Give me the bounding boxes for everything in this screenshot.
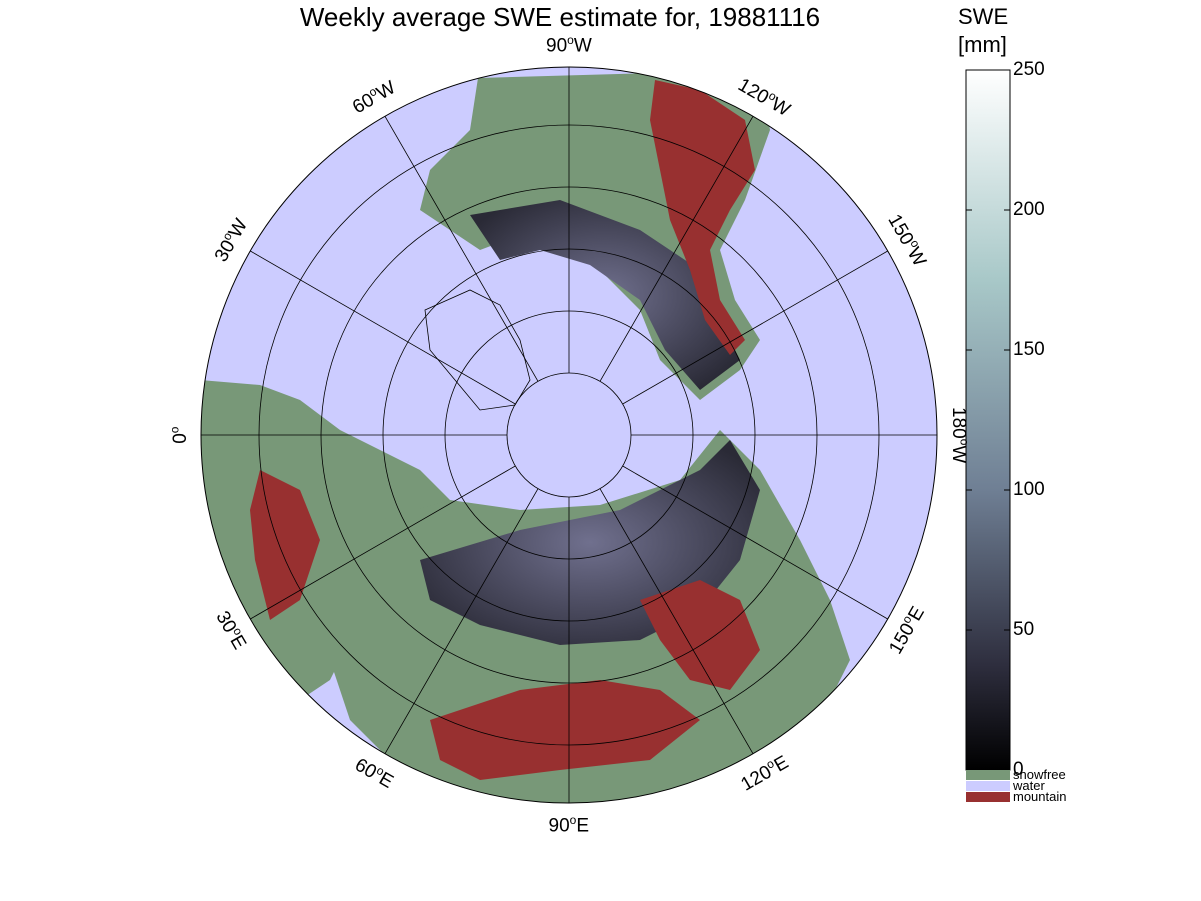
longitude-label: 0o — [166, 426, 191, 444]
colorbar-tick-label: 100 — [1013, 479, 1045, 500]
legend-label: water — [1013, 778, 1045, 793]
legend-swatch — [966, 770, 1010, 780]
colorbar-tick-label: 200 — [1013, 199, 1045, 220]
meridian-line — [622, 250, 888, 405]
meridian-line — [384, 488, 539, 754]
meridian-line — [384, 116, 539, 382]
colorbar-tick-label: 0 — [1013, 759, 1024, 780]
colorbar-title: SWE — [958, 4, 1009, 29]
greenland-landmass — [424, 289, 531, 411]
longitude-grid — [201, 67, 937, 803]
meridian-line — [622, 465, 888, 620]
rockies-mountain — [650, 80, 755, 355]
longitude-label: 180oW — [948, 407, 972, 464]
colorbar — [965, 69, 1011, 771]
himalaya-mountain — [430, 680, 700, 780]
legend-label: mountain — [1013, 789, 1067, 804]
longitude-label: 90oW — [546, 33, 592, 57]
longitude-label: 90oE — [548, 813, 590, 837]
meridian-line — [250, 465, 516, 620]
map-title: Weekly average SWE estimate for, 1988111… — [299, 2, 821, 32]
north-america-snow — [470, 200, 740, 390]
legend-swatch — [966, 781, 1010, 791]
land-layer — [201, 70, 850, 803]
europe-landmass — [201, 380, 450, 700]
legend-label: snowfree — [1013, 767, 1066, 782]
east-asia-mountain — [640, 580, 760, 690]
map-border — [200, 66, 938, 804]
meridian-line — [599, 488, 754, 754]
meridian-line — [599, 116, 754, 382]
colorbar-unit: [mm] — [958, 32, 1007, 57]
meridian-line — [250, 250, 516, 405]
legend-swatch — [966, 792, 1010, 802]
colorbar-tick-label: 250 — [1013, 59, 1045, 80]
colorbar-tick-label: 50 — [1013, 619, 1035, 640]
colorbar-tick-label: 150 — [1013, 339, 1045, 360]
